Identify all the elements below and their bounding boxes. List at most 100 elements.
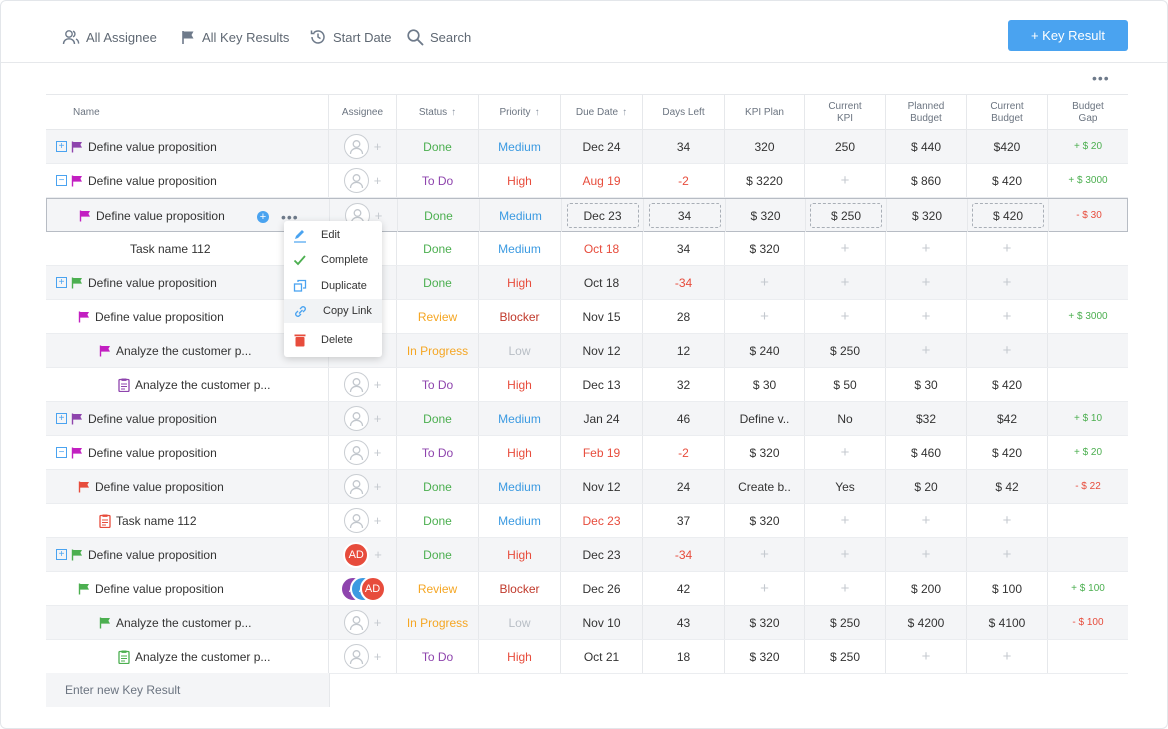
cell-planned-budget[interactable]: + — [886, 266, 967, 299]
cell-days-left[interactable]: 37 — [643, 504, 725, 537]
cell-priority[interactable]: High — [479, 538, 561, 571]
cell-current-budget[interactable]: $ 420 — [967, 436, 1048, 469]
cell-assignee[interactable]: + — [329, 368, 397, 401]
cell-due-date[interactable]: Oct 21 — [561, 640, 643, 673]
cell-current-kpi[interactable]: $ 250 — [805, 640, 886, 673]
cell-days-left[interactable]: 34 — [644, 199, 726, 232]
cell-status[interactable]: To Do — [397, 436, 479, 469]
cell-kpi-plan[interactable]: $ 3220 — [725, 164, 805, 197]
table-row[interactable]: Task name 112 + Done Medium Dec 23 37 $ 320 + + + — [46, 504, 1128, 538]
cell-days-left[interactable]: -2 — [643, 164, 725, 197]
cell-planned-budget[interactable]: + — [886, 232, 967, 265]
cell-due-date[interactable]: Feb 19 — [561, 436, 643, 469]
cell-current-kpi[interactable]: + — [805, 572, 886, 605]
table-row[interactable]: + Define value proposition AD + Done High Dec … — [46, 538, 1128, 572]
cell-current-budget[interactable]: + — [967, 232, 1048, 265]
cell-budget-gap[interactable]: - $ 22 — [1048, 470, 1128, 503]
cell-due-date[interactable]: Nov 12 — [561, 334, 643, 367]
cell-due-date[interactable]: Dec 24 — [561, 130, 643, 163]
cell-due-date[interactable]: Dec 23 — [561, 538, 643, 571]
cell-current-kpi[interactable]: + — [805, 300, 886, 333]
cell-status[interactable]: To Do — [397, 368, 479, 401]
assign-user[interactable]: + — [343, 134, 381, 159]
assign-user[interactable]: + — [343, 508, 382, 533]
cell-current-budget[interactable]: + — [967, 300, 1048, 333]
cell-current-budget[interactable]: $42 — [967, 402, 1048, 435]
column-header-priority[interactable]: Priority ↑ — [479, 95, 561, 130]
cell-days-left[interactable]: 46 — [643, 402, 725, 435]
cell-kpi-plan[interactable]: $ 320 — [725, 606, 805, 639]
cell-days-left[interactable]: 34 — [643, 130, 725, 163]
cell-status[interactable]: Done — [397, 504, 479, 537]
cell-budget-gap[interactable] — [1048, 334, 1128, 367]
add-assignee-icon[interactable]: + — [373, 513, 382, 528]
cell-assignee[interactable] — [329, 300, 397, 333]
cell-current-kpi[interactable]: $ 250 — [805, 606, 886, 639]
cell-assignee[interactable]: + — [329, 470, 397, 503]
cell-days-left[interactable]: 18 — [643, 640, 725, 673]
editable-field[interactable]: $ 250 — [810, 203, 882, 228]
cell-status[interactable]: Review — [397, 300, 479, 333]
cell-current-budget[interactable]: + — [967, 640, 1048, 673]
editable-field[interactable]: $ 420 — [972, 203, 1044, 228]
table-row[interactable]: + Define value proposition Done High Oct 18 -… — [46, 266, 1128, 300]
assign-user[interactable]: + — [343, 610, 381, 635]
cell-days-left[interactable]: 12 — [643, 334, 725, 367]
menu-item-complete[interactable]: Complete — [284, 248, 382, 272]
cell-kpi-plan[interactable]: Define v.. — [725, 402, 805, 435]
cell-current-kpi[interactable]: + — [805, 504, 886, 537]
cell-status[interactable]: To Do — [397, 640, 479, 673]
cell-current-kpi[interactable]: $ 50 — [805, 368, 886, 401]
add-assignee-icon[interactable]: + — [373, 649, 382, 664]
cell-kpi-plan[interactable]: + — [725, 266, 805, 299]
cell-days-left[interactable]: 24 — [643, 470, 725, 503]
collapse-icon[interactable]: − — [56, 447, 67, 458]
cell-planned-budget[interactable]: + — [886, 300, 967, 333]
cell-budget-gap[interactable] — [1048, 504, 1128, 537]
avatar-group[interactable]: AAAD — [339, 575, 386, 602]
menu-item-edit[interactable]: Edit — [284, 223, 382, 247]
cell-priority[interactable]: Medium — [479, 504, 561, 537]
assign-user[interactable]: + — [343, 644, 382, 669]
cell-days-left[interactable]: 32 — [643, 368, 725, 401]
cell-budget-gap[interactable]: + $ 20 — [1048, 130, 1128, 163]
cell-assignee[interactable]: + — [329, 640, 397, 673]
add-key-result-button[interactable]: + Key Result — [1008, 20, 1128, 51]
cell-assignee[interactable] — [329, 266, 397, 299]
cell-priority[interactable]: Low — [479, 606, 561, 639]
table-row[interactable]: + Define value proposition + Done Medium Dec … — [46, 130, 1128, 164]
cell-kpi-plan[interactable]: + — [725, 572, 805, 605]
search-button[interactable]: Search — [406, 26, 471, 48]
cell-current-budget[interactable]: + — [967, 538, 1048, 571]
cell-current-kpi[interactable]: Yes — [805, 470, 886, 503]
cell-assignee[interactable]: + — [329, 436, 397, 469]
new-key-result-input[interactable]: Enter new Key Result — [46, 673, 329, 707]
cell-kpi-plan[interactable]: Create b.. — [725, 470, 805, 503]
cell-status[interactable]: Done — [397, 402, 479, 435]
cell-kpi-plan[interactable]: + — [725, 538, 805, 571]
cell-status[interactable]: Review — [397, 572, 479, 605]
cell-current-budget[interactable]: + — [967, 504, 1048, 537]
cell-current-kpi[interactable]: $ 250 — [806, 199, 887, 232]
cell-current-budget[interactable]: $ 420 — [967, 368, 1048, 401]
table-row[interactable]: Define value proposition + Done Medium Nov 1… — [46, 470, 1128, 504]
cell-status[interactable]: Done — [397, 470, 479, 503]
cell-budget-gap[interactable] — [1048, 368, 1128, 401]
expand-icon[interactable]: + — [56, 141, 67, 152]
cell-kpi-plan[interactable]: + — [725, 300, 805, 333]
cell-days-left[interactable]: 28 — [643, 300, 725, 333]
sort-arrow-icon[interactable]: ↑ — [534, 106, 540, 118]
editable-field[interactable]: 34 — [648, 203, 721, 228]
sort-arrow-icon[interactable]: ↑ — [451, 106, 457, 118]
menu-item-duplicate[interactable]: Duplicate — [284, 274, 382, 298]
table-row[interactable]: Analyze the customer p... + To Do High Oct 2… — [46, 640, 1128, 674]
sort-arrow-icon[interactable]: ↑ — [622, 106, 628, 118]
add-assignee-icon[interactable]: + — [374, 208, 383, 223]
cell-kpi-plan[interactable]: $ 320 — [725, 232, 805, 265]
cell-budget-gap[interactable]: + $ 20 — [1048, 436, 1128, 469]
cell-priority[interactable]: Medium — [479, 470, 561, 503]
cell-status[interactable]: In Progress — [397, 334, 479, 367]
more-options-icon[interactable]: ••• — [1092, 70, 1110, 86]
cell-current-budget[interactable]: $420 — [967, 130, 1048, 163]
cell-days-left[interactable]: 43 — [643, 606, 725, 639]
